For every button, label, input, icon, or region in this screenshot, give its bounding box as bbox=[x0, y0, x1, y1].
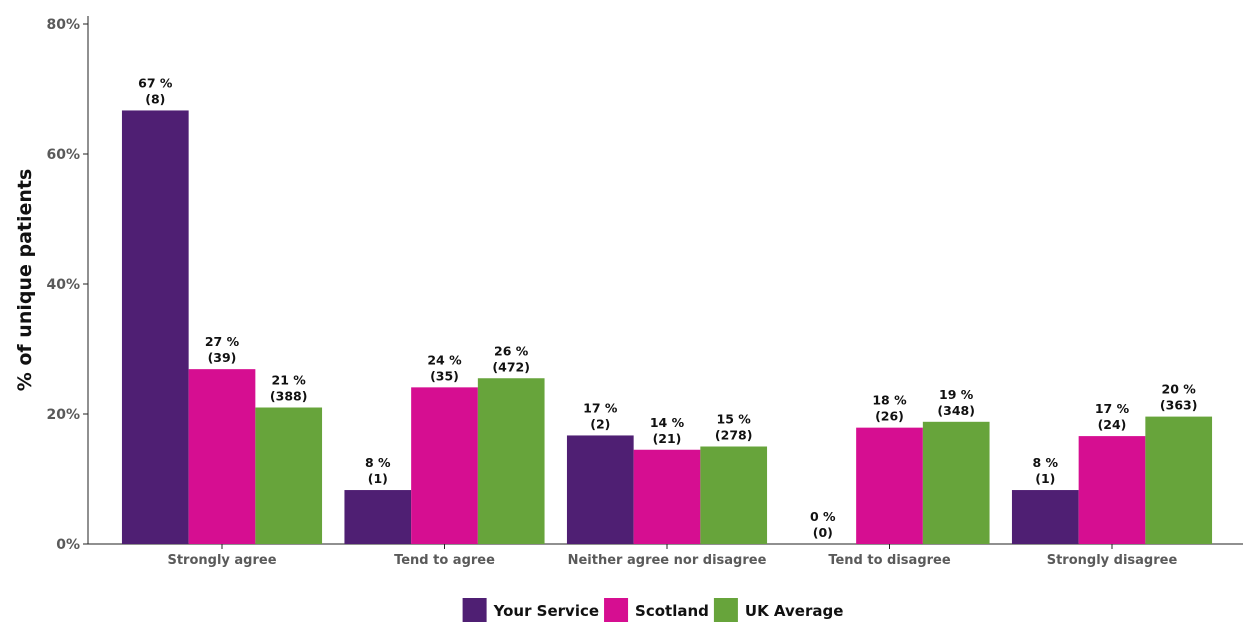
data-labels: 67 %(8)27 %(39)21 %(388)8 %(1)24 %(35)26… bbox=[138, 75, 1197, 540]
x-tick-label: Tend to disagree bbox=[828, 553, 951, 568]
bar bbox=[255, 407, 323, 544]
bar bbox=[922, 421, 990, 544]
data-label-percent: 20 % bbox=[1162, 382, 1197, 397]
y-tick-label: 40% bbox=[46, 277, 80, 293]
data-label-percent: 8 % bbox=[365, 455, 391, 470]
bar bbox=[121, 110, 189, 544]
legend-item: UK Average bbox=[713, 598, 843, 622]
y-tick-label: 60% bbox=[46, 147, 80, 163]
legend-label: UK Average bbox=[745, 602, 843, 620]
data-label-percent: 14 % bbox=[650, 415, 685, 430]
data-label-count: (0) bbox=[813, 525, 833, 540]
data-label-count: (21) bbox=[653, 431, 682, 446]
x-tick-label: Tend to agree bbox=[394, 553, 495, 568]
legend-swatch bbox=[462, 598, 487, 622]
y-ticks: 0% 20% 40% 60% 80% bbox=[46, 17, 88, 553]
y-tick-label: 0% bbox=[56, 537, 80, 553]
bar bbox=[477, 378, 545, 544]
data-label-count: (348) bbox=[937, 403, 975, 418]
x-tick-label: Neither agree nor disagree bbox=[568, 553, 767, 568]
data-label-count: (1) bbox=[368, 471, 388, 486]
bar bbox=[344, 490, 412, 544]
data-label-count: (2) bbox=[590, 416, 610, 431]
bar bbox=[1145, 416, 1213, 544]
legend: Your Service Scotland UK Average bbox=[462, 598, 843, 622]
data-label-percent: 21 % bbox=[272, 373, 307, 388]
data-label-percent: 17 % bbox=[583, 400, 618, 415]
data-label-percent: 18 % bbox=[872, 393, 907, 408]
data-label-count: (26) bbox=[875, 409, 904, 424]
bar bbox=[188, 369, 256, 544]
data-label-count: (363) bbox=[1160, 398, 1198, 413]
y-tick-label: 20% bbox=[46, 407, 80, 423]
data-label-percent: 24 % bbox=[427, 352, 462, 367]
data-label-count: (39) bbox=[208, 350, 237, 365]
data-label-percent: 26 % bbox=[494, 343, 529, 358]
data-label-percent: 17 % bbox=[1095, 401, 1130, 416]
x-tick-labels: Strongly agree Tend to agree Neither agree… bbox=[167, 544, 1177, 568]
legend-item: Scotland bbox=[604, 598, 709, 622]
bar bbox=[411, 387, 478, 544]
x-tick-label: Strongly disagree bbox=[1047, 553, 1178, 568]
x-tick-label: Strongly agree bbox=[167, 553, 276, 568]
data-label-percent: 67 % bbox=[138, 75, 173, 90]
data-label-percent: 0 % bbox=[810, 509, 836, 524]
bar bbox=[1078, 436, 1146, 544]
bar bbox=[1011, 490, 1079, 544]
y-axis-title: % of unique patients bbox=[14, 169, 36, 392]
data-label-count: (35) bbox=[430, 368, 459, 383]
data-label-percent: 27 % bbox=[205, 334, 240, 349]
legend-label: Scotland bbox=[635, 602, 709, 620]
bar bbox=[566, 435, 634, 544]
data-label-percent: 8 % bbox=[1033, 455, 1059, 470]
y-tick-label: 80% bbox=[46, 17, 80, 33]
legend-item: Your Service bbox=[462, 598, 599, 622]
data-label-count: (472) bbox=[492, 359, 530, 374]
data-label-percent: 15 % bbox=[717, 412, 752, 427]
legend-swatch bbox=[713, 598, 738, 622]
data-label-count: (8) bbox=[145, 91, 165, 106]
bar bbox=[700, 446, 768, 544]
data-label-count: (388) bbox=[270, 389, 308, 404]
legend-swatch bbox=[604, 598, 629, 622]
bar bbox=[856, 427, 923, 544]
data-label-count: (24) bbox=[1098, 417, 1127, 432]
data-label-percent: 19 % bbox=[939, 387, 974, 402]
legend-label: Your Service bbox=[493, 602, 599, 620]
bars bbox=[121, 110, 1213, 544]
bar bbox=[633, 449, 701, 544]
data-label-count: (278) bbox=[715, 428, 753, 443]
data-label-count: (1) bbox=[1035, 471, 1055, 486]
